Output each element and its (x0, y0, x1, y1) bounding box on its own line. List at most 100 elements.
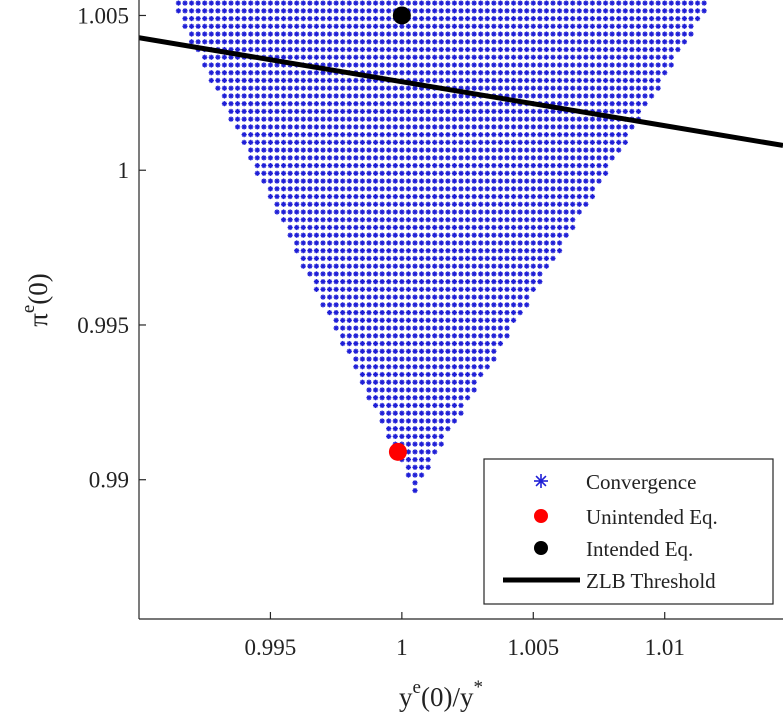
convergence-point (517, 248, 523, 254)
convergence-point (635, 39, 642, 45)
convergence-point (478, 162, 484, 169)
convergence-point (195, 31, 201, 37)
convergence-point (412, 487, 418, 494)
convergence-point (399, 279, 405, 285)
convergence-point (386, 46, 392, 53)
convergence-point (445, 379, 451, 385)
convergence-point (425, 101, 431, 107)
convergence-point (353, 317, 359, 323)
convergence-point (386, 379, 392, 385)
convergence-point (346, 240, 352, 246)
convergence-point (635, 85, 642, 91)
convergence-point (412, 178, 418, 184)
convergence-point (517, 116, 523, 122)
convergence-point (412, 317, 418, 323)
convergence-point (550, 85, 556, 91)
convergence-point (353, 178, 359, 184)
convergence-point (320, 108, 326, 115)
convergence-point (438, 186, 444, 192)
convergence-point (320, 209, 326, 215)
convergence-point (405, 294, 412, 300)
convergence-point (484, 309, 490, 316)
convergence-point (445, 387, 451, 393)
convergence-point (359, 248, 366, 254)
convergence-point (543, 62, 550, 68)
convergence-point (445, 232, 451, 238)
convergence-point (662, 39, 668, 45)
convergence-point (326, 217, 333, 223)
convergence-point (622, 46, 628, 53)
convergence-point (294, 209, 300, 215)
convergence-point (510, 286, 517, 292)
convergence-point (313, 31, 320, 37)
convergence-point (326, 101, 333, 107)
convergence-point (491, 333, 497, 339)
convergence-point (602, 124, 609, 130)
convergence-point (517, 178, 523, 184)
convergence-point (366, 364, 372, 370)
convergence-point (471, 294, 477, 300)
convergence-point (491, 62, 497, 68)
convergence-point (418, 379, 425, 385)
convergence-point (366, 317, 372, 323)
convergence-point (425, 348, 431, 354)
convergence-point (405, 263, 412, 269)
convergence-point (510, 193, 517, 200)
convergence-point (294, 217, 300, 223)
convergence-point (583, 93, 589, 99)
convergence-point (386, 356, 392, 362)
convergence-point (491, 193, 497, 200)
convergence-point (372, 54, 379, 60)
convergence-point (379, 162, 385, 169)
convergence-point (471, 124, 477, 130)
convergence-point (399, 162, 405, 169)
convergence-point (510, 309, 517, 316)
convergence-point (556, 147, 563, 153)
convergence-point (491, 178, 497, 184)
convergence-point (287, 93, 293, 99)
convergence-point (537, 54, 543, 60)
convergence-point (366, 193, 372, 200)
convergence-point (208, 0, 214, 6)
convergence-point (458, 132, 464, 138)
convergence-point (563, 77, 569, 84)
convergence-point (399, 186, 405, 192)
convergence-point (471, 193, 477, 200)
convergence-point (530, 23, 536, 29)
convergence-point (445, 217, 451, 223)
convergence-point (445, 325, 451, 331)
convergence-point (491, 348, 497, 354)
convergence-point (326, 302, 333, 308)
convergence-point (254, 31, 260, 37)
convergence-point (432, 147, 438, 153)
convergence-point (432, 271, 438, 277)
convergence-point (379, 371, 385, 378)
convergence-point (359, 302, 366, 308)
convergence-point (602, 93, 609, 99)
convergence-point (294, 93, 300, 99)
convergence-point (307, 31, 313, 37)
convergence-point (609, 39, 615, 45)
convergence-point (478, 186, 484, 192)
convergence-point (254, 8, 260, 14)
convergence-point (464, 31, 471, 37)
convergence-point (372, 286, 379, 292)
convergence-point (254, 0, 260, 6)
convergence-point (188, 15, 195, 22)
convergence-point (537, 217, 543, 223)
convergence-point (405, 46, 412, 53)
convergence-point (379, 294, 385, 300)
convergence-point (333, 93, 339, 99)
convergence-point (287, 178, 293, 184)
convergence-point (372, 201, 379, 207)
convergence-point (313, 108, 320, 115)
convergence-point (202, 0, 208, 6)
convergence-point (504, 193, 510, 200)
convergence-point (432, 263, 438, 269)
convergence-point (537, 46, 543, 53)
convergence-point (418, 472, 425, 478)
convergence-point (307, 170, 313, 176)
convergence-point (491, 46, 497, 53)
convergence-point (294, 155, 300, 161)
convergence-point (405, 255, 412, 262)
